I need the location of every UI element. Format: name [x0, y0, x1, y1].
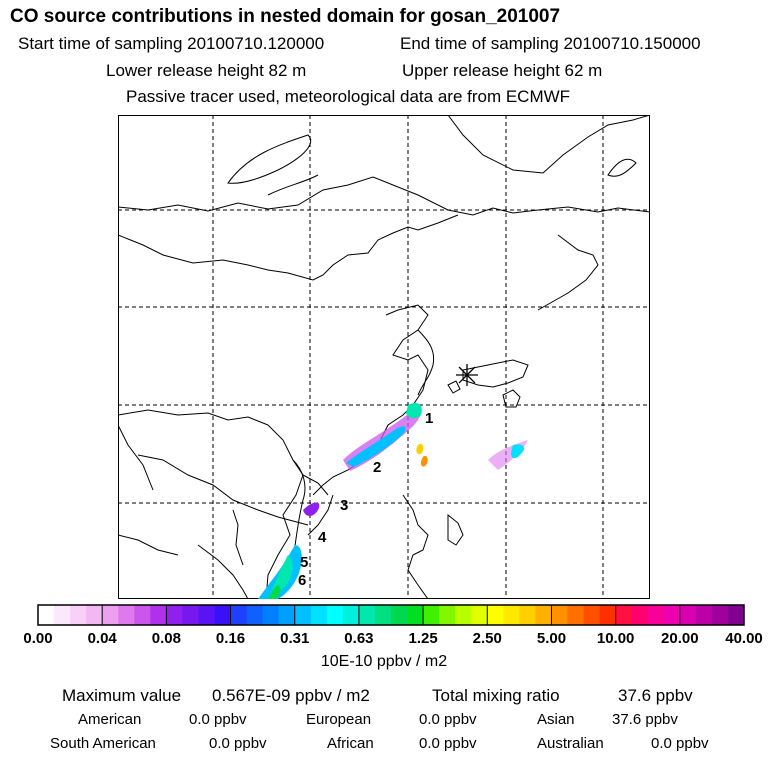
region-name-african: African	[327, 735, 374, 752]
colorbar-bin	[599, 605, 617, 625]
region-value-american: 0.0 ppbv	[189, 711, 247, 728]
max-value-label: Maximum value	[62, 686, 182, 705]
colorbar-unit: 10E-10 ppbv / m2	[320, 653, 448, 670]
total-mixing-ratio-label: Total mixing ratio	[432, 686, 560, 705]
colorbar-bin	[134, 605, 151, 625]
lower-release-height-label: Lower release height 82 m	[106, 61, 307, 80]
region-name-south-american: South American	[50, 735, 156, 752]
page-title: CO source contributions in nested domain…	[10, 6, 561, 27]
colorbar-bin	[342, 605, 360, 625]
colorbar-bin	[118, 605, 135, 625]
colorbar-tick-label: 0.00	[23, 630, 53, 647]
source-plume	[258, 403, 528, 599]
colorbar-bin	[727, 605, 745, 625]
colorbar-bin	[166, 605, 183, 625]
colorbar-bin	[214, 605, 232, 625]
colorbar-tick-label: 0.31	[280, 630, 310, 647]
colorbar-bin	[70, 605, 87, 625]
colorbar-bin	[86, 605, 103, 625]
tracer-note: Passive tracer used, meteorological data…	[126, 87, 571, 106]
colorbar-bin	[503, 605, 520, 625]
colorbar-bin	[262, 605, 280, 625]
colorbar-bin	[455, 605, 472, 625]
colorbar-bin	[246, 605, 264, 625]
total-mixing-ratio-value: 37.6 ppbv	[618, 686, 693, 705]
colorbar-tick-label: 20.00	[661, 630, 699, 647]
colorbar-bin	[407, 605, 424, 625]
colorbar-bin	[583, 605, 601, 625]
start-time-label: Start time of sampling 20100710.120000	[18, 34, 325, 53]
colorbar-bin	[519, 605, 536, 625]
colorbar-tick-label: 0.08	[151, 630, 181, 647]
region-name-european: European	[306, 711, 372, 728]
source-label-6: 6	[298, 572, 306, 589]
region-value-european: 0.0 ppbv	[419, 711, 477, 728]
colorbar-tick-label: 40.00	[725, 630, 763, 647]
colorbar-tick-label: 5.00	[536, 630, 567, 647]
colorbar-bin	[182, 605, 199, 625]
lat-lon-grid	[118, 115, 650, 599]
end-time-label: End time of sampling 20100710.150000	[400, 34, 701, 53]
map-frame	[118, 115, 650, 599]
source-contribution-map: 1 2 3 4 5 6	[118, 115, 650, 599]
receptor-marker	[456, 364, 478, 386]
region-value-south-american: 0.0 ppbv	[209, 735, 267, 752]
source-label-4: 4	[318, 529, 327, 546]
colorbar-bin	[294, 605, 312, 625]
colorbar-bin	[631, 605, 649, 625]
colorbar-tick-label: 0.63	[344, 630, 374, 647]
colorbar-bin	[150, 605, 167, 625]
colorbar-bin	[679, 605, 697, 625]
colorbar-bin	[567, 605, 585, 625]
colorbar	[37, 604, 745, 626]
coastlines-and-borders	[118, 115, 650, 599]
region-value-australian: 0.0 ppbv	[651, 735, 709, 752]
colorbar-bin	[391, 605, 408, 625]
source-label-3: 3	[340, 497, 348, 514]
colorbar-bin	[711, 605, 729, 625]
colorbar-bin	[102, 605, 119, 625]
colorbar-bin	[198, 605, 215, 625]
region-value-african: 0.0 ppbv	[419, 735, 477, 752]
colorbar-bin	[54, 605, 71, 625]
colorbar-bin	[278, 605, 296, 625]
colorbar-bin	[230, 605, 248, 625]
colorbar-bin	[423, 605, 440, 625]
colorbar-frame	[37, 604, 745, 626]
colorbar-bin	[647, 605, 665, 625]
colorbar-bin	[439, 605, 456, 625]
max-value: 0.567E-09 ppbv / m2	[212, 686, 370, 705]
colorbar-bin	[695, 605, 713, 625]
source-label-2: 2	[373, 459, 381, 476]
region-name-asian: Asian	[537, 711, 575, 728]
colorbar-tick-label: 0.16	[215, 630, 246, 647]
colorbar-bin	[535, 605, 552, 625]
colorbar-tick-label: 0.04	[87, 630, 117, 647]
colorbar-bin	[487, 605, 504, 625]
colorbar-bin	[374, 605, 392, 625]
colorbar-bin	[310, 605, 328, 625]
region-name-australian: Australian	[537, 735, 604, 752]
source-label-1: 1	[425, 410, 433, 427]
colorbar-tick-label: 10.00	[596, 630, 635, 647]
colorbar-tick-label: 2.50	[472, 630, 502, 647]
colorbar-bin	[663, 605, 681, 625]
colorbar-bin	[551, 605, 568, 625]
colorbar-bin	[326, 605, 344, 625]
colorbar-tick-label: 1.25	[408, 630, 438, 647]
source-label-5: 5	[300, 554, 308, 571]
region-name-american: American	[78, 711, 142, 728]
region-value-asian: 37.6 ppbv	[612, 711, 678, 728]
colorbar-bin	[358, 605, 376, 625]
colorbar-bin	[38, 605, 55, 625]
colorbar-bin	[615, 605, 633, 625]
colorbar-bin	[471, 605, 488, 625]
upper-release-height-label: Upper release height 62 m	[402, 61, 603, 80]
